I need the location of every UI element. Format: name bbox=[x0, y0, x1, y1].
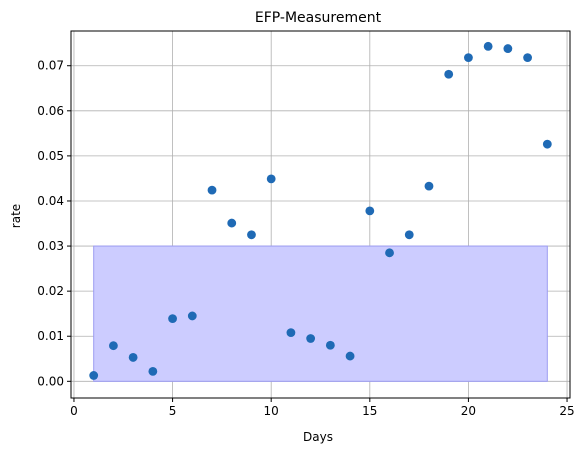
y-tick-label: 0.00 bbox=[37, 374, 64, 388]
data-point bbox=[109, 341, 118, 351]
data-point bbox=[503, 44, 513, 53]
y-tick-label: 0.01 bbox=[37, 329, 64, 343]
data-point bbox=[148, 366, 158, 376]
data-point bbox=[365, 206, 375, 216]
plot-frame bbox=[70, 30, 571, 399]
data-point bbox=[168, 314, 177, 324]
data-point bbox=[483, 41, 493, 51]
data-point bbox=[325, 340, 335, 350]
data-point bbox=[424, 181, 434, 191]
data-point bbox=[345, 351, 355, 361]
y-tick-label: 0.06 bbox=[37, 104, 64, 118]
data-point bbox=[207, 185, 217, 195]
data-point bbox=[247, 230, 256, 240]
x-tick-label: 15 bbox=[362, 404, 377, 418]
data-point bbox=[444, 69, 454, 79]
data-point bbox=[464, 53, 473, 63]
data-point bbox=[128, 353, 138, 362]
x-axis-label: Days bbox=[303, 430, 333, 444]
data-point bbox=[187, 311, 197, 321]
y-tick-label: 0.03 bbox=[37, 239, 64, 253]
chart-title: EFP-Measurement bbox=[255, 10, 382, 26]
x-tick-label: 20 bbox=[461, 404, 476, 418]
data-point bbox=[385, 248, 394, 258]
x-tick-label: 10 bbox=[264, 404, 279, 418]
x-tick-label: 25 bbox=[559, 404, 574, 418]
x-tick-label: 0 bbox=[70, 404, 78, 418]
data-point bbox=[266, 174, 276, 184]
data-point bbox=[227, 218, 237, 228]
data-point bbox=[306, 334, 316, 343]
data-point bbox=[542, 139, 552, 149]
data-point bbox=[404, 230, 414, 240]
data-point bbox=[286, 328, 296, 338]
y-tick-label: 0.04 bbox=[37, 194, 64, 208]
y-tick-label: 0.02 bbox=[37, 284, 64, 298]
y-tick-label: 0.05 bbox=[37, 149, 64, 163]
data-point bbox=[89, 371, 99, 380]
shaded-region bbox=[93, 245, 548, 382]
y-axis-label: rate bbox=[9, 204, 23, 228]
y-tick-label: 0.07 bbox=[37, 59, 64, 73]
data-point bbox=[523, 53, 532, 63]
x-tick-label: 5 bbox=[169, 404, 177, 418]
